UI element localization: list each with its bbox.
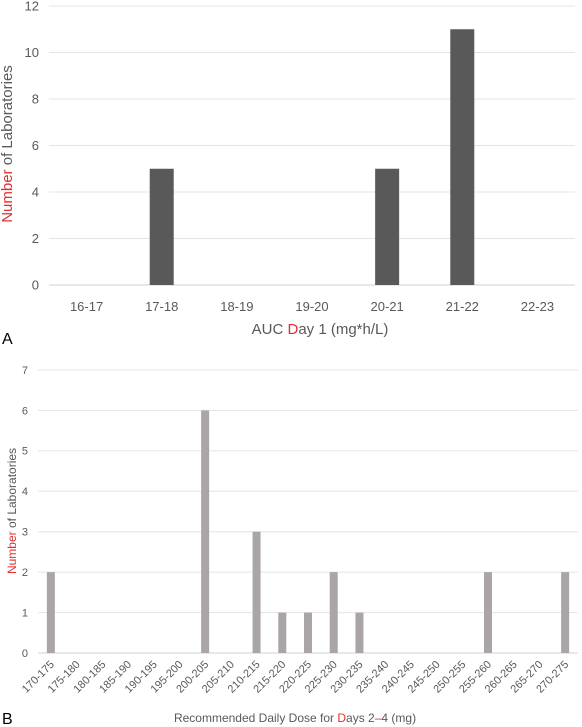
x-tick-label: 16-17 <box>70 299 103 314</box>
y-tick-label: 10 <box>25 45 39 60</box>
y-tick-label: 2 <box>32 231 39 246</box>
y-tick-label: 0 <box>32 278 39 293</box>
chart-a: 0 2 4 6 8 10 12 16-17 17-18 18-19 19-20 20-21 21-22… <box>0 0 575 348</box>
bar-200-205 <box>201 410 210 653</box>
chart-a-x-ticks: 16-17 17-18 18-19 19-20 20-21 21-22 22-23 <box>70 299 554 314</box>
bar-20-21 <box>375 168 400 285</box>
x-tick-label: 19-20 <box>295 299 328 314</box>
bar-225-230 <box>329 572 338 653</box>
panel-label-a: A <box>2 331 13 348</box>
chart-a-bars <box>149 29 475 285</box>
bar-220-225 <box>304 612 312 653</box>
y-tick-label: 0 <box>22 648 28 660</box>
bar-230-235 <box>355 612 364 653</box>
y-tick-label: 4 <box>32 185 39 200</box>
bar-21-22 <box>450 29 475 285</box>
bar-215-220 <box>278 612 287 653</box>
y-tick-label: 8 <box>32 92 39 107</box>
bar-210-215 <box>252 531 261 653</box>
x-tick-label: 20-21 <box>371 299 404 314</box>
y-tick-label: 3 <box>22 527 28 539</box>
y-tick-label: 6 <box>32 138 39 153</box>
chart-a-y-axis-label: Number of Laboratories <box>0 65 16 223</box>
chart-b: 0 1 2 3 4 5 6 7 170-175175-180180-185185-190190… <box>2 365 578 727</box>
bar-255-260 <box>484 572 492 653</box>
chart-b-x-ticks: 170-175175-180180-185185-190190-195195-2… <box>20 659 571 696</box>
chart-b-x-axis-label: Recommended Daily Dose for Days 2–4 (mg) <box>174 711 416 725</box>
y-tick-label: 5 <box>22 446 28 458</box>
bar-170-175 <box>46 572 55 653</box>
bar-17-18 <box>149 168 174 285</box>
x-tick-label: 21-22 <box>446 299 479 314</box>
bar-270-275 <box>561 572 570 653</box>
chart-a-y-ticks: 0 2 4 6 8 10 12 <box>25 0 39 293</box>
y-tick-label: 4 <box>22 486 28 498</box>
chart-b-gridlines <box>38 369 578 654</box>
y-tick-label: 2 <box>22 567 28 579</box>
x-tick-label: 17-18 <box>145 299 178 314</box>
y-tick-label: 7 <box>22 365 28 377</box>
chart-a-x-axis-label: AUC Day 1 (mg*h/L) <box>252 321 389 338</box>
chart-b-y-ticks: 0 1 2 3 4 5 6 7 <box>22 365 28 660</box>
chart-a-gridlines <box>49 5 575 286</box>
y-tick-label: 12 <box>25 0 39 14</box>
y-tick-label: 6 <box>22 405 28 417</box>
x-tick-label: 18-19 <box>220 299 253 314</box>
chart-b-y-axis-label: Number of Laboratories <box>5 448 19 574</box>
y-tick-label: 1 <box>22 607 28 619</box>
panel-label-b: B <box>2 711 13 727</box>
chart-b-bars <box>46 410 570 653</box>
x-tick-label: 22-23 <box>521 299 554 314</box>
